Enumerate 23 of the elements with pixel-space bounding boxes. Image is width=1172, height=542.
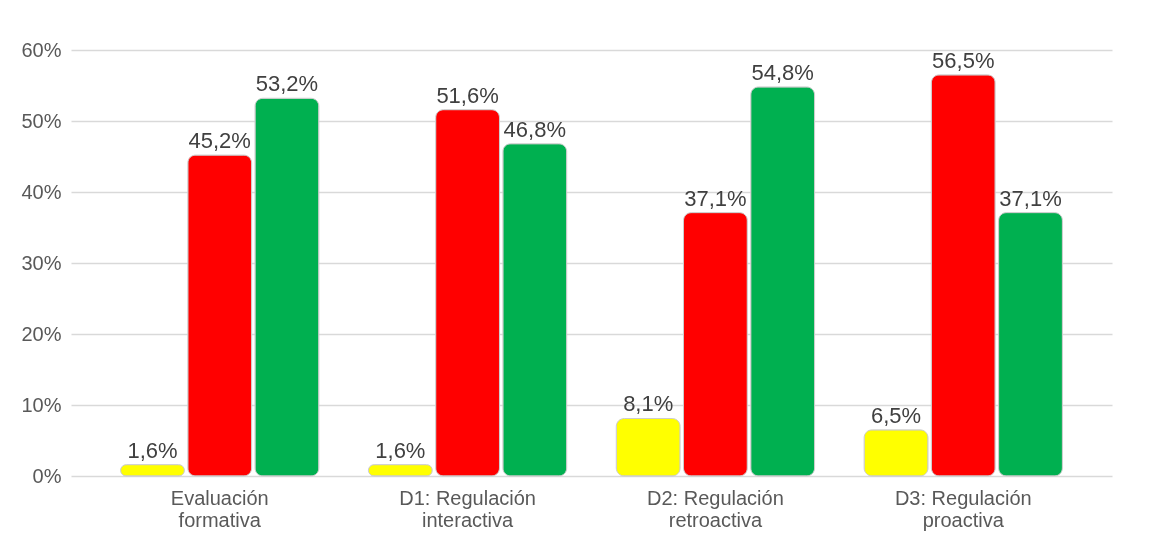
x-tick-label: D2: Regulación retroactiva [647, 486, 784, 531]
data-label: 56,5% [932, 47, 995, 73]
y-tick-label: 0% [32, 464, 62, 487]
x-tick-label: D3: Regulación proactiva [894, 486, 1032, 531]
data-label: 45,2% [188, 128, 251, 154]
data-label: 51,6% [436, 82, 499, 108]
y-tick-label: 30% [21, 251, 62, 274]
y-tick-label: 20% [21, 322, 62, 345]
data-label: 54,8% [751, 59, 814, 85]
x-tick-label: Evaluación formativa [170, 486, 269, 531]
x-tick-label: D1: Regulación interactiva [399, 486, 536, 531]
data-label: 6,5% [870, 402, 922, 428]
data-label: 8,1% [623, 391, 674, 417]
data-label: 53,2% [255, 71, 319, 97]
y-tick-label: 50% [21, 109, 62, 132]
data-label: 1,6% [127, 437, 178, 463]
data-label: 37,1% [999, 185, 1062, 211]
y-tick-label: 10% [21, 393, 62, 416]
data-label: 46,8% [503, 116, 566, 142]
data-label: 1,6% [375, 437, 426, 463]
data-label: 37,1% [684, 185, 747, 211]
y-tick-label: 40% [21, 180, 62, 203]
y-tick-label: 60% [21, 38, 62, 61]
